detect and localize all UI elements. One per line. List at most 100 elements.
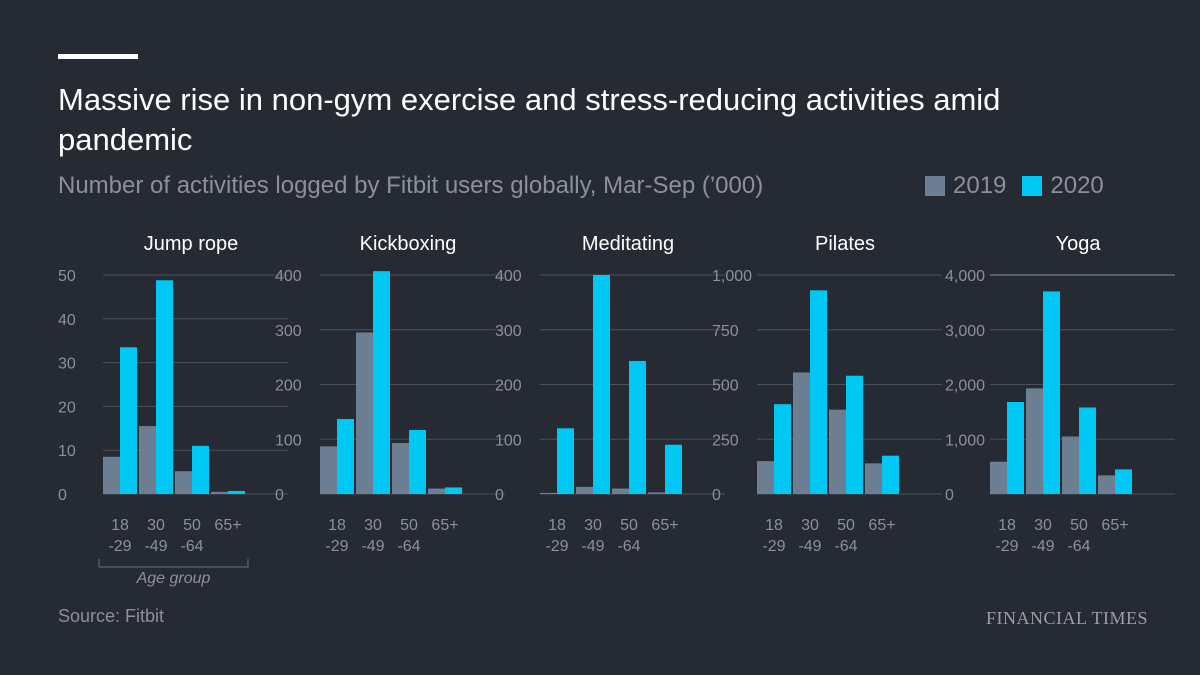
bar-2020-0 <box>120 347 137 494</box>
bar-2019-3 <box>648 492 665 494</box>
y-tick-label: 750 <box>712 323 739 340</box>
panel-yoga: Yoga 0 1,000 2,000 3,000 4,000 18 -29 30 -49 50 -64… <box>945 233 1175 555</box>
y-tick-label: 40 <box>58 312 76 329</box>
x-tick-label: 65+ <box>651 517 678 534</box>
source-note: Source: Fitbit <box>58 606 165 626</box>
y-tick-label: 1,000 <box>945 432 985 449</box>
y-tick-label: 0 <box>945 487 954 504</box>
bar-2020-2 <box>1079 407 1096 494</box>
x-tick-label: 18 -29 <box>325 517 348 555</box>
y-tick-label: 4,000 <box>945 268 985 285</box>
bar-2019-0 <box>757 461 774 494</box>
bar-2019-1 <box>139 426 156 494</box>
x-tick-label: 18 -29 <box>108 517 131 555</box>
x-tick-label: 18 -29 <box>545 517 568 555</box>
bar-2019-0 <box>320 446 337 494</box>
bar-2019-2 <box>612 488 629 494</box>
bar-2019-3 <box>865 463 882 494</box>
bar-2019-2 <box>829 409 846 494</box>
x-tick-label: 18 -29 <box>762 517 785 555</box>
bar-2020-2 <box>846 375 863 494</box>
title-accent-bar <box>58 54 138 59</box>
bar-2020-1 <box>593 275 610 494</box>
panel-title: Kickboxing <box>360 233 457 255</box>
bar-2019-1 <box>1026 388 1043 494</box>
bar-2019-0 <box>990 461 1007 494</box>
bar-2019-3 <box>211 491 228 494</box>
y-tick-label: 500 <box>712 378 739 395</box>
legend-swatch-2019 <box>925 176 945 196</box>
panel-title: Yoga <box>1056 233 1102 255</box>
y-tick-label: 0 <box>712 487 721 504</box>
y-tick-label: 0 <box>275 487 284 504</box>
y-tick-label: 200 <box>275 378 302 395</box>
x-tick-label: 50 -64 <box>397 517 420 555</box>
y-tick-label: 300 <box>275 323 302 340</box>
y-tick-label: 50 <box>58 268 76 285</box>
legend: 2019 2020 <box>925 170 1120 202</box>
panel-pilates: Pilates 0 250 500 750 1,000 18 -29 30 -49 50 -64 65+ <box>712 233 942 555</box>
brand-logo-text: FINANCIAL TIMES <box>985 608 1148 628</box>
y-tick-label: 400 <box>495 268 522 285</box>
y-tick-label: 30 <box>58 356 76 373</box>
legend-swatch-2020 <box>1022 176 1043 196</box>
bar-2020-0 <box>557 428 574 494</box>
x-tick-label: 50 -64 <box>617 517 640 555</box>
panel-title: Meditating <box>582 233 674 255</box>
y-tick-label: 400 <box>275 268 302 285</box>
bar-2020-1 <box>810 290 827 494</box>
small-multiples-chart: Jump rope 0 10 20 30 40 50 18 -29 30 -49 50 -64 65+ Ag… <box>58 233 1175 587</box>
y-tick-label: 300 <box>495 323 522 340</box>
chart-title: Massive rise in non-gym exercise and str… <box>58 82 1001 157</box>
y-tick-label: 3,000 <box>945 323 985 340</box>
bar-2020-0 <box>774 404 791 494</box>
chart-subtitle: Number of activities logged by Fitbit us… <box>58 172 764 199</box>
legend-item-2019: 2019 <box>925 170 1006 202</box>
bar-2020-1 <box>156 280 173 494</box>
x-tick-label: 30 -49 <box>798 517 821 555</box>
bar-2019-2 <box>392 443 409 494</box>
bar-2020-1 <box>1043 291 1060 494</box>
legend-label-2020: 2020 <box>1050 172 1104 199</box>
y-tick-label: 0 <box>58 487 67 504</box>
bar-2019-1 <box>793 372 810 494</box>
x-tick-label: 65+ <box>431 517 458 534</box>
y-tick-label: 100 <box>495 432 522 449</box>
legend-item-2020: 2020 <box>1022 170 1104 202</box>
x-tick-label: 65+ <box>868 517 895 534</box>
bar-2020-1 <box>373 271 390 494</box>
panel-kickboxing: Kickboxing 0 100 200 300 400 18 -29 30 -49 50 -64 65… <box>275 233 505 555</box>
x-tick-label: 50 -64 <box>1067 517 1090 555</box>
bar-2020-3 <box>882 455 899 494</box>
panel-title: Jump rope <box>144 233 239 255</box>
y-tick-label: 0 <box>495 487 504 504</box>
y-tick-label: 20 <box>58 399 76 416</box>
bar-2020-2 <box>409 429 426 494</box>
panel-title: Pilates <box>815 233 875 255</box>
bar-2020-0 <box>1007 402 1024 494</box>
x-tick-label: 30 -49 <box>1031 517 1054 555</box>
bar-2019-3 <box>1098 475 1115 494</box>
bar-2019-3 <box>428 488 445 494</box>
x-tick-label: 18 -29 <box>995 517 1018 555</box>
bar-2020-3 <box>228 490 245 494</box>
bar-2020-0 <box>337 418 354 494</box>
x-tick-label: 30 -49 <box>361 517 384 555</box>
x-tick-label: 30 -49 <box>581 517 604 555</box>
bar-2020-2 <box>629 360 646 494</box>
y-tick-label: 2,000 <box>945 378 985 395</box>
panel-meditating: Meditating 0 100 200 300 400 18 -29 30 -49 50 -64 65… <box>495 233 725 555</box>
x-tick-label: 65+ <box>214 517 241 534</box>
y-tick-label: 10 <box>58 443 76 460</box>
x-tick-label: 65+ <box>1101 517 1128 534</box>
bar-2019-1 <box>356 332 373 494</box>
bar-2019-1 <box>576 486 593 494</box>
bar-2020-3 <box>1115 469 1132 494</box>
panel-jump-rope: Jump rope 0 10 20 30 40 50 18 -29 30 -49 50 -64 65+ Ag… <box>58 233 288 587</box>
y-tick-label: 1,000 <box>712 268 752 285</box>
x-axis-title: Age group <box>136 570 211 587</box>
axis-bracket <box>98 559 249 568</box>
y-tick-label: 100 <box>275 432 302 449</box>
bar-2019-0 <box>103 456 120 494</box>
x-tick-label: 30 -49 <box>144 517 167 555</box>
